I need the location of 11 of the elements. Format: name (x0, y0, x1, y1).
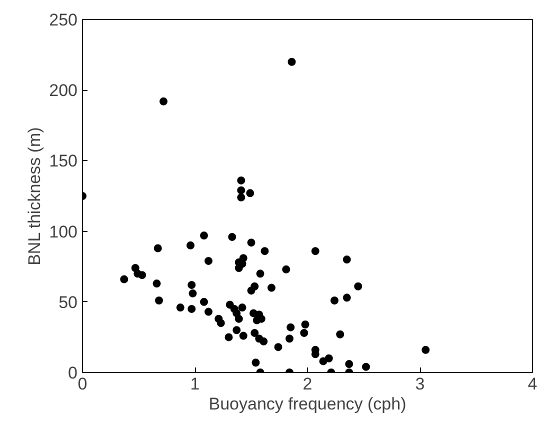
y-axis-title: BNL thickness (m) (25, 127, 44, 266)
y-tick-label: 250 (49, 10, 78, 30)
x-tick-label: 4 (528, 374, 538, 394)
y-tick-label: 200 (49, 81, 78, 100)
y-tick-label: 100 (49, 222, 78, 242)
y-tick-label: 150 (49, 152, 78, 171)
y-tick-label: 50 (58, 292, 78, 312)
x-axis-title: Buoyancy frequency (cph) (208, 394, 406, 414)
x-tick-label: 2 (302, 374, 312, 394)
x-tick-label: 1 (190, 374, 200, 394)
x-tick-label: 3 (415, 374, 425, 394)
